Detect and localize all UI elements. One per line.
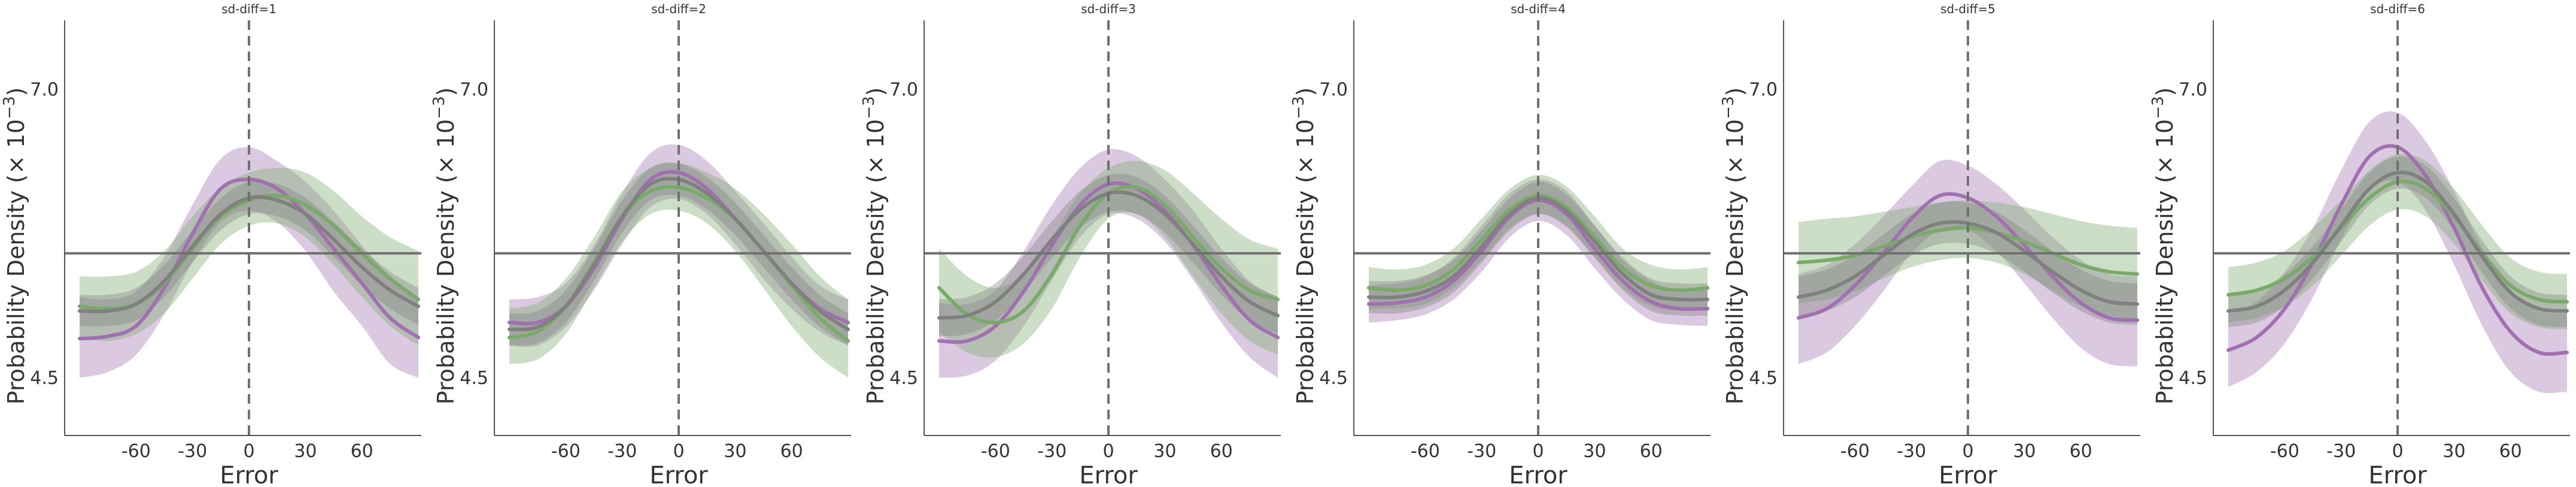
y-axis-label: Probability Density (× 10−3) <box>2149 87 2178 405</box>
x-tick-label: 60 <box>2499 441 2522 462</box>
panel-1: sd-diff=1 4.5 7.0 -60 -30 0 30 60 Error Probabili… <box>1 2 421 487</box>
y-axis-label-exponent: −3 <box>2149 96 2167 119</box>
y-axis-label: Probability Density (× 10−3) <box>1 87 29 405</box>
x-tick-label: 0 <box>1532 441 1544 462</box>
x-tick-label: -60 <box>121 441 151 462</box>
x-tick-label: 30 <box>724 441 746 462</box>
x-tick-label: 30 <box>2443 441 2465 462</box>
x-axis-label: Error <box>649 462 708 487</box>
x-tick-label: -30 <box>178 441 207 462</box>
x-axis-label: Error <box>2368 462 2427 487</box>
x-tick-label: -30 <box>1897 441 1926 462</box>
y-axis-label: Probability Density (× 10−3) <box>860 87 889 405</box>
y-axis-label-exponent: −3 <box>1290 96 1308 119</box>
y-tick-label: 4.5 <box>30 368 59 389</box>
y-axis-label-main: Probability Density (× 10 <box>1292 119 1319 405</box>
x-tick-label: 60 <box>1210 441 1233 462</box>
y-tick-label: 7.0 <box>889 80 918 101</box>
y-axis-label-close: ) <box>1292 87 1319 96</box>
y-tick-label: 7.0 <box>460 80 488 101</box>
y-tick-label: 7.0 <box>30 80 59 101</box>
y-tick-label: 4.5 <box>889 368 918 389</box>
y-axis-label: Probability Density (× 10−3) <box>1290 87 1319 405</box>
y-axis-label-main: Probability Density (× 10 <box>1722 119 1748 405</box>
x-tick-label: 30 <box>294 441 317 462</box>
panel-2: sd-diff=2 4.5 7.0 -60 -30 0 30 60 Error Probabili… <box>430 2 851 487</box>
y-tick-label: 7.0 <box>2179 80 2207 101</box>
y-axis-label-close: ) <box>3 87 29 96</box>
x-tick-label: 60 <box>780 441 803 462</box>
panel-title: sd-diff=4 <box>1511 2 1566 16</box>
x-tick-label: -60 <box>981 441 1010 462</box>
x-tick-label: -60 <box>1840 441 1870 462</box>
panel-title: sd-diff=2 <box>651 2 706 16</box>
x-axis-label: Error <box>1079 462 1138 487</box>
y-axis-label-main: Probability Density (× 10 <box>862 119 889 405</box>
x-tick-label: -60 <box>2270 441 2299 462</box>
y-tick-label: 4.5 <box>1319 368 1348 389</box>
x-axis-label: Error <box>220 462 278 487</box>
x-tick-label: -30 <box>2326 441 2356 462</box>
x-tick-label: -30 <box>1467 441 1496 462</box>
y-axis-label-close: ) <box>2152 87 2178 96</box>
x-tick-label: 60 <box>351 441 373 462</box>
x-tick-label: 0 <box>2392 441 2403 462</box>
panel-title: sd-diff=6 <box>2370 2 2425 16</box>
x-tick-label: 0 <box>673 441 684 462</box>
y-axis-label-close: ) <box>862 87 889 96</box>
y-axis-label-main: Probability Density (× 10 <box>3 119 29 405</box>
x-tick-label: 60 <box>1640 441 1663 462</box>
y-axis-label-exponent: −3 <box>1720 96 1737 119</box>
panel-5: sd-diff=5 4.5 7.0 -60 -30 0 30 60 Error Probabili… <box>1720 2 2140 487</box>
y-axis-label-main: Probability Density (× 10 <box>2152 119 2178 405</box>
y-axis-label-exponent: −3 <box>860 96 878 119</box>
x-tick-label: 30 <box>1583 441 1606 462</box>
y-axis-label: Probability Density (× 10−3) <box>430 87 459 405</box>
panel-3: sd-diff=3 4.5 7.0 -60 -30 0 30 60 Error Probabili… <box>860 2 1281 487</box>
y-tick-label: 4.5 <box>1749 368 1778 389</box>
y-tick-label: 4.5 <box>460 368 488 389</box>
x-tick-label: 0 <box>1962 441 1973 462</box>
x-tick-label: 0 <box>1102 441 1114 462</box>
y-axis-label-close: ) <box>433 87 459 96</box>
x-axis-label: Error <box>1509 462 1568 487</box>
panel-6: sd-diff=6 4.5 7.0 -60 -30 0 30 60 Error Probabili… <box>2149 2 2570 487</box>
y-tick-label: 7.0 <box>1319 80 1348 101</box>
y-tick-label: 4.5 <box>2179 368 2207 389</box>
x-tick-label: -30 <box>607 441 637 462</box>
x-tick-label: 30 <box>1153 441 1176 462</box>
y-tick-label: 7.0 <box>1749 80 1778 101</box>
x-tick-label: 30 <box>2013 441 2036 462</box>
x-tick-label: -30 <box>1037 441 1067 462</box>
x-tick-label: 0 <box>243 441 254 462</box>
y-axis-label-close: ) <box>1722 87 1748 96</box>
panel-4: sd-diff=4 4.5 7.0 -60 -30 0 30 60 Error Probabili… <box>1290 2 1711 487</box>
x-tick-label: 60 <box>2070 441 2092 462</box>
x-tick-label: -60 <box>1411 441 1440 462</box>
panel-title: sd-diff=5 <box>1940 2 1995 16</box>
y-axis-label-exponent: −3 <box>430 96 448 119</box>
x-axis-label: Error <box>1939 462 1997 487</box>
x-tick-label: -60 <box>551 441 581 462</box>
panel-title: sd-diff=3 <box>1081 2 1136 16</box>
panel-title: sd-diff=1 <box>221 2 277 16</box>
y-axis-label-exponent: −3 <box>1 96 19 119</box>
y-axis-label: Probability Density (× 10−3) <box>1720 87 1748 405</box>
y-axis-label-main: Probability Density (× 10 <box>433 119 459 405</box>
